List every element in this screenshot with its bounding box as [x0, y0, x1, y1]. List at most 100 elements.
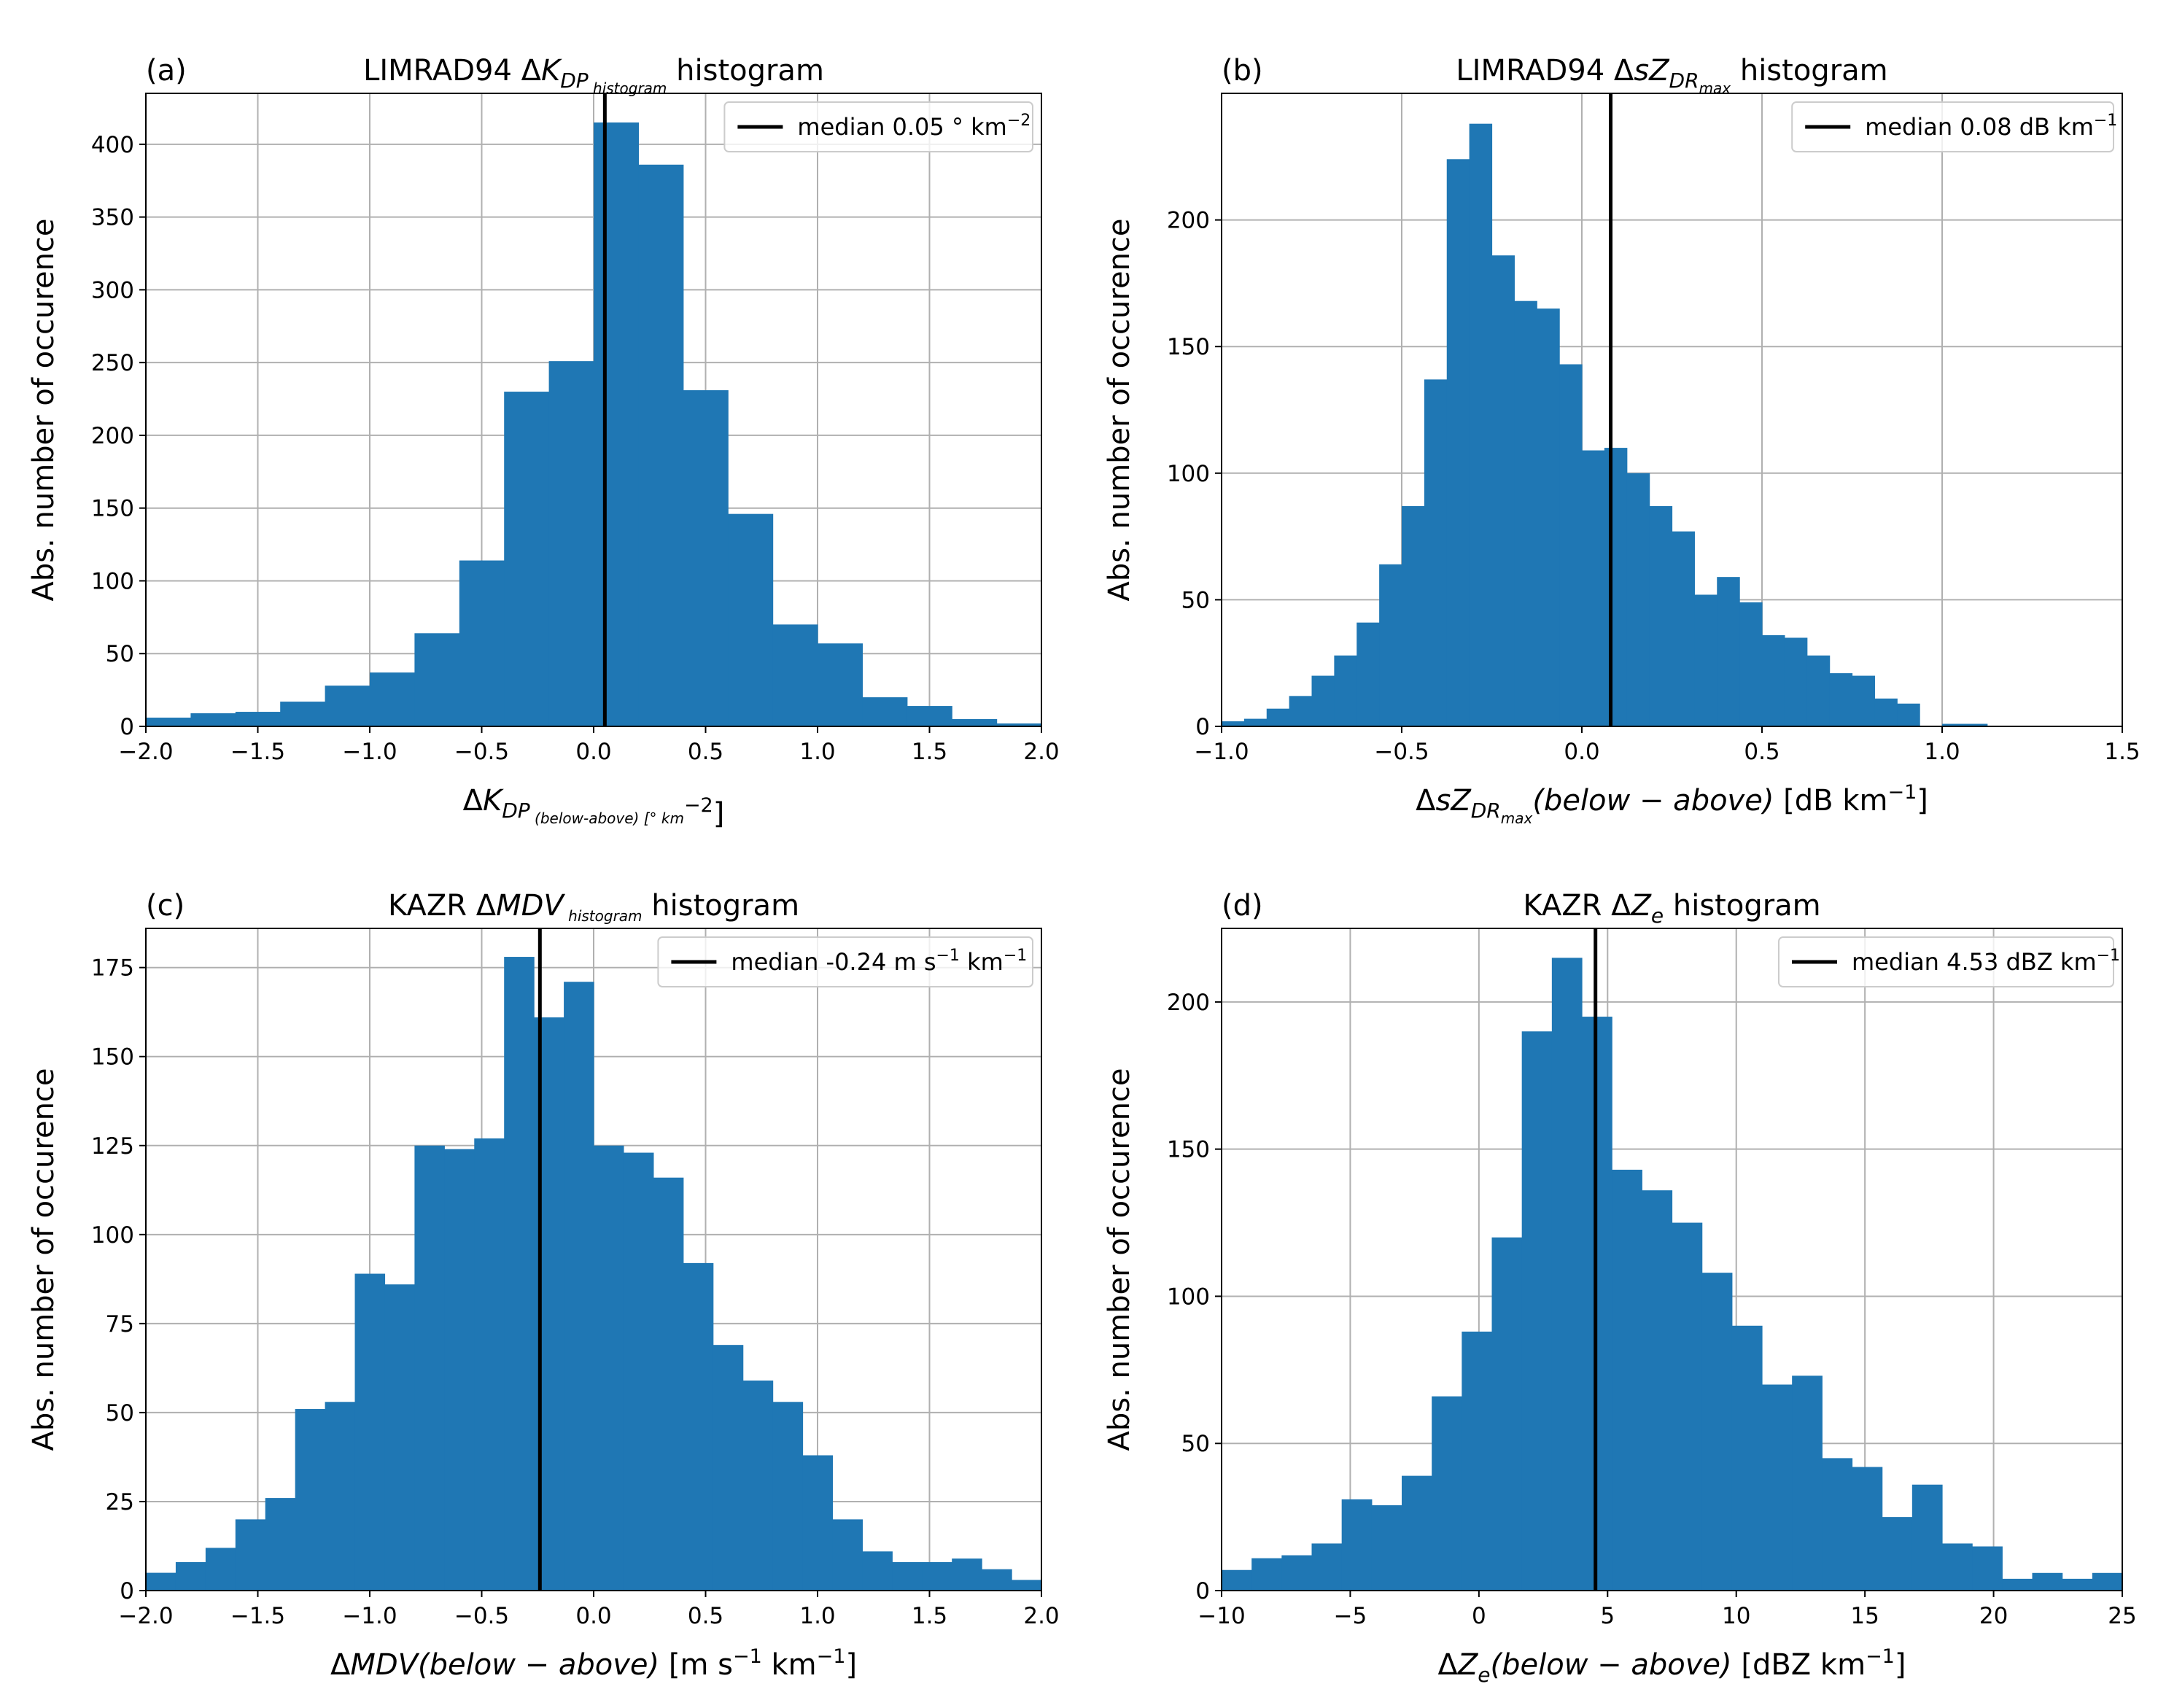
legend-label: median 4.53 dBZ km−1​ [1852, 947, 2120, 976]
panel-b: −1.0 −0.5 0.0 0.5 1.0 1.5 0 50 100 150 200 (b) LIMRA… [1103, 54, 2140, 827]
histogram-bar [1717, 577, 1740, 726]
histogram-bar [1289, 696, 1313, 726]
x-tick-label: 1.0 [799, 739, 835, 765]
x-tick-label: −1.0 [342, 1603, 397, 1629]
histogram-bar [653, 1177, 684, 1591]
histogram-bar [996, 723, 1042, 726]
histogram-bar [280, 702, 326, 726]
histogram-bar [952, 719, 998, 726]
chart-title: LIMRAD94 ΔsZDRmax histogram [1456, 54, 1887, 97]
histogram-bar [1882, 1517, 1913, 1591]
legend: median -0.24 m s−1 km−1​ [657, 936, 1033, 987]
histogram-bar [922, 1561, 952, 1591]
histogram-bar [1469, 123, 1493, 726]
histogram-bar [1701, 1273, 1733, 1591]
histogram-bar [190, 713, 236, 726]
histogram-bar [1356, 622, 1380, 726]
histogram-bar [1604, 448, 1628, 726]
y-tick-label: 200 [91, 423, 134, 449]
panel-d: −10 −5 0 5 10 15 20 25 0 50 100 150 200 (d) KAZR ΔZe h… [1103, 889, 2137, 1687]
histogram-bar [1972, 1546, 2003, 1591]
histogram-bar [892, 1561, 923, 1591]
histogram-bar [1806, 655, 1831, 726]
x-tick-label: 0.5 [688, 1603, 723, 1629]
legend: median 4.53 dBZ km−1​ [1778, 936, 2120, 987]
x-tick-label: 1.5 [912, 739, 947, 765]
y-axis-label: Abs. number of occurence [1103, 1068, 1136, 1451]
x-tick-label: 1.5 [912, 1603, 947, 1629]
y-tick-label: 350 [91, 205, 134, 231]
histogram-bar [325, 1402, 356, 1591]
histogram-bar [370, 672, 415, 726]
panel-c: −2.0 −1.5 −1.0 −0.5 0.0 0.5 1.0 1.5 2.0 0 25 50 75 10… [27, 889, 1060, 1682]
x-tick-label: 2.0 [1023, 1603, 1059, 1629]
histogram-bar [1341, 1499, 1373, 1591]
y-tick-label: 200 [1167, 990, 1210, 1016]
histogram-bar [1852, 1467, 1883, 1591]
legend-label: median 0.08 dB km−1​ [1865, 112, 2117, 141]
histogram-bar [2062, 1578, 2093, 1591]
histogram-bar [818, 643, 863, 726]
histogram-bar [1582, 450, 1605, 726]
histogram-bar [594, 122, 639, 726]
legend-box [1778, 936, 2114, 987]
histogram-bar [1626, 473, 1650, 726]
histogram-bar [1243, 718, 1268, 726]
x-axis-label: ΔsZDRmax(below − above) [dB km−1] [1416, 781, 1928, 827]
histogram-bar [623, 1152, 654, 1591]
y-axis-label: Abs. number of occurence [1103, 218, 1136, 601]
x-tick-label: −1.0 [1194, 739, 1249, 765]
y-tick-label: 0 [120, 714, 134, 740]
x-tick-label: −2.0 [118, 739, 173, 765]
x-tick-label: 0.5 [688, 739, 723, 765]
histogram-bar [1911, 1484, 1943, 1591]
histogram-bar [175, 1561, 206, 1591]
histogram-bar [1642, 1190, 1673, 1591]
y-tick-label: 125 [91, 1133, 134, 1160]
y-tick-label: 75 [106, 1311, 134, 1338]
histogram-bar [1822, 1458, 1853, 1591]
histogram-bar [638, 164, 684, 726]
histogram-bar [862, 1551, 893, 1591]
histogram-bar [146, 1572, 176, 1591]
panel-label: (c) [146, 889, 185, 923]
histogram-bar [1491, 255, 1515, 726]
x-tick-label: 2.0 [1023, 739, 1059, 765]
x-tick-label: 0.5 [1744, 739, 1779, 765]
x-tick-label: −1.5 [230, 1603, 285, 1629]
histogram-bar [474, 1138, 505, 1591]
y-tick-label: 200 [1167, 208, 1210, 234]
histogram-bar [1462, 1331, 1493, 1591]
histogram-bar [1334, 655, 1357, 726]
histogram-bar [2002, 1578, 2033, 1591]
x-tick-label: −0.5 [454, 739, 509, 765]
histogram-bar [1311, 1543, 1343, 1591]
histogram-bar [1672, 1222, 1703, 1591]
histogram-bar [862, 697, 908, 726]
histogram-bar [205, 1548, 236, 1591]
histogram-bar [1432, 1396, 1462, 1591]
histogram-bar [235, 1519, 266, 1591]
histogram-bar [1672, 531, 1695, 726]
histogram-bar [1792, 1375, 1823, 1591]
histogram-bar [1521, 1031, 1553, 1591]
y-tick-label: 0 [1195, 714, 1210, 740]
histogram-bar [1551, 958, 1583, 1591]
histogram-bar [1514, 300, 1537, 727]
x-tick-label: 1.0 [799, 1603, 835, 1629]
histogram-bar [1012, 1580, 1042, 1591]
histogram-bar [235, 712, 281, 726]
histogram-bar [982, 1569, 1012, 1591]
histogram-bar [1402, 505, 1425, 726]
histogram-bar [548, 361, 594, 726]
axes-frame [1221, 928, 2123, 1591]
histogram-bar [1222, 1569, 1252, 1591]
x-tick-label: 0.0 [575, 1603, 611, 1629]
y-tick-label: 400 [91, 132, 134, 158]
histogram-bar [1222, 721, 1245, 726]
legend-box [1791, 101, 2114, 152]
histogram-bar [2092, 1572, 2123, 1591]
histogram-bar [1852, 675, 1875, 726]
histogram-bar [354, 1273, 386, 1591]
y-tick-label: 0 [120, 1578, 134, 1604]
